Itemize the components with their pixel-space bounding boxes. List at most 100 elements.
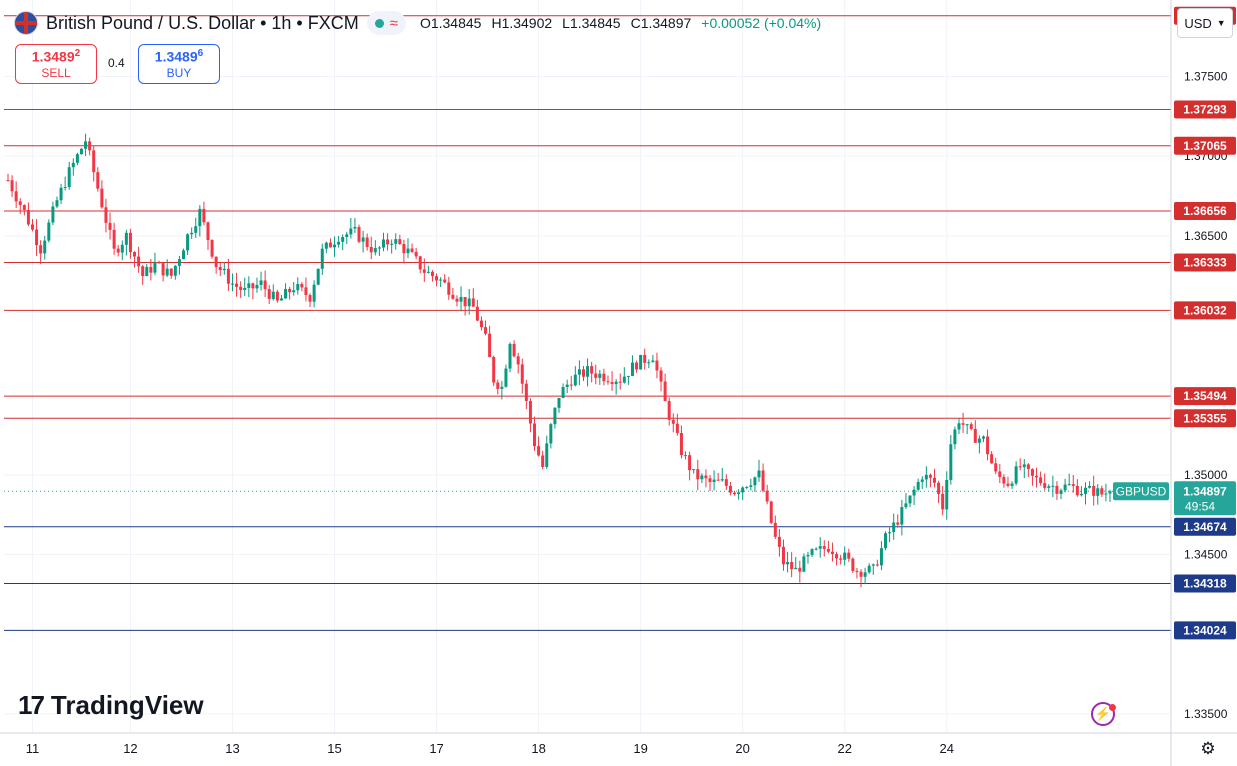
market-open-dot-icon (374, 18, 384, 28)
candle-body (794, 567, 798, 570)
price-tick-label: 1.37500 (1184, 69, 1228, 83)
candle-body (953, 429, 957, 445)
candle-body (108, 222, 112, 230)
candle-body (26, 209, 30, 225)
level-label-text: 1.36032 (1183, 303, 1227, 317)
candle-body (145, 266, 149, 277)
candle-body (88, 141, 92, 151)
gear-icon[interactable]: ⚙ (1200, 739, 1216, 758)
candle-body (1047, 486, 1051, 488)
candle-body (553, 407, 557, 425)
buy-button[interactable]: 1.34896 BUY (138, 44, 220, 84)
candle-body (581, 369, 585, 377)
price-axis[interactable]: 1.375001.370001.365001.350001.345001.335… (1184, 69, 1228, 720)
candle-body (316, 268, 320, 285)
candle-body (18, 201, 22, 206)
candle-body (402, 243, 406, 254)
candle-body (839, 558, 843, 560)
candle-body (198, 208, 202, 227)
candle-body (1014, 466, 1018, 484)
candle-body (496, 382, 500, 389)
open-value: O1.34845 (419, 15, 482, 31)
candle-body (479, 320, 483, 328)
candle-body (390, 243, 394, 245)
candle-body (365, 237, 369, 247)
candle-body (1079, 493, 1083, 496)
candle-body (761, 470, 765, 491)
candle-body (410, 248, 414, 252)
chart-header: British Pound / U.S. Dollar • 1h • FXCM … (14, 10, 821, 36)
time-tick-label: 13 (225, 741, 239, 756)
candle-body (202, 208, 206, 223)
price-tick-label: 1.34500 (1184, 548, 1228, 562)
candle-body (235, 283, 239, 287)
candle-body (533, 423, 537, 447)
candle-body (239, 286, 243, 291)
candle-body (753, 477, 757, 486)
levels-layer (4, 15, 1171, 631)
market-status-pill[interactable]: ≈ (366, 11, 406, 35)
symbol-tag-bg (1113, 482, 1169, 501)
candle-body (892, 522, 896, 533)
candle-body (528, 400, 532, 424)
bar-countdown: 49:54 (1185, 499, 1215, 513)
candle-body (451, 294, 455, 299)
time-axis[interactable]: 11 12 13 15 17 18 19 20 22 24 (26, 741, 954, 756)
candle-body (561, 387, 565, 398)
wave-icon: ≈ (389, 14, 398, 32)
candle-body (1071, 484, 1075, 486)
candle-body (247, 283, 251, 288)
candle-body (667, 401, 671, 420)
candle-body (443, 279, 447, 283)
candle-body (153, 262, 157, 273)
candle-body (373, 248, 377, 253)
candle-body (92, 150, 96, 173)
candle-body (279, 298, 283, 301)
candle-body (116, 248, 120, 253)
candle-body (430, 271, 434, 277)
candle-body (337, 241, 341, 245)
sell-button[interactable]: 1.34892 SELL (15, 44, 97, 84)
candle-body (569, 384, 573, 386)
candle-body (777, 536, 781, 547)
symbol-title[interactable]: British Pound / U.S. Dollar • 1h • FXCM (46, 12, 359, 33)
symbol-tag: GBPUSD (1116, 484, 1167, 498)
candle-body (84, 141, 88, 149)
candle-body (39, 245, 43, 254)
lightning-icon[interactable]: ⚡ (1091, 702, 1115, 726)
level-label-text: 1.36656 (1183, 204, 1227, 218)
candle-body (488, 333, 492, 358)
candle-body (467, 298, 471, 307)
candle-body (884, 533, 888, 549)
candle-body (1059, 490, 1063, 494)
time-tick-label: 15 (327, 741, 341, 756)
candle-body (749, 485, 753, 487)
candle-body (422, 269, 426, 273)
candle-body (671, 419, 675, 424)
level-label-text: 1.36333 (1183, 255, 1227, 269)
candle-body (328, 242, 332, 248)
candle-body (912, 489, 916, 496)
candle-body (986, 436, 990, 455)
candle-body (10, 180, 14, 192)
candle-body (704, 475, 708, 479)
candle-body (937, 482, 941, 494)
candle-body (96, 172, 100, 189)
level-label-text: 1.34674 (1183, 520, 1227, 534)
candle-body (141, 266, 145, 277)
price-tick-label: 1.35000 (1184, 468, 1228, 482)
candle-body (349, 228, 353, 235)
candle-body (851, 558, 855, 572)
level-label-text: 1.37293 (1183, 102, 1227, 116)
candle-body (920, 479, 924, 482)
candle-body (1043, 483, 1047, 488)
currency-button[interactable]: USD ▼ (1177, 8, 1233, 38)
candle-body (263, 280, 267, 290)
tradingview-logo[interactable]: 17 TradingView (18, 690, 204, 721)
candle-body (1088, 485, 1092, 488)
candle-body (1026, 464, 1030, 470)
candle-body (932, 477, 936, 483)
candle-body (226, 268, 230, 284)
candle-body (173, 265, 177, 276)
